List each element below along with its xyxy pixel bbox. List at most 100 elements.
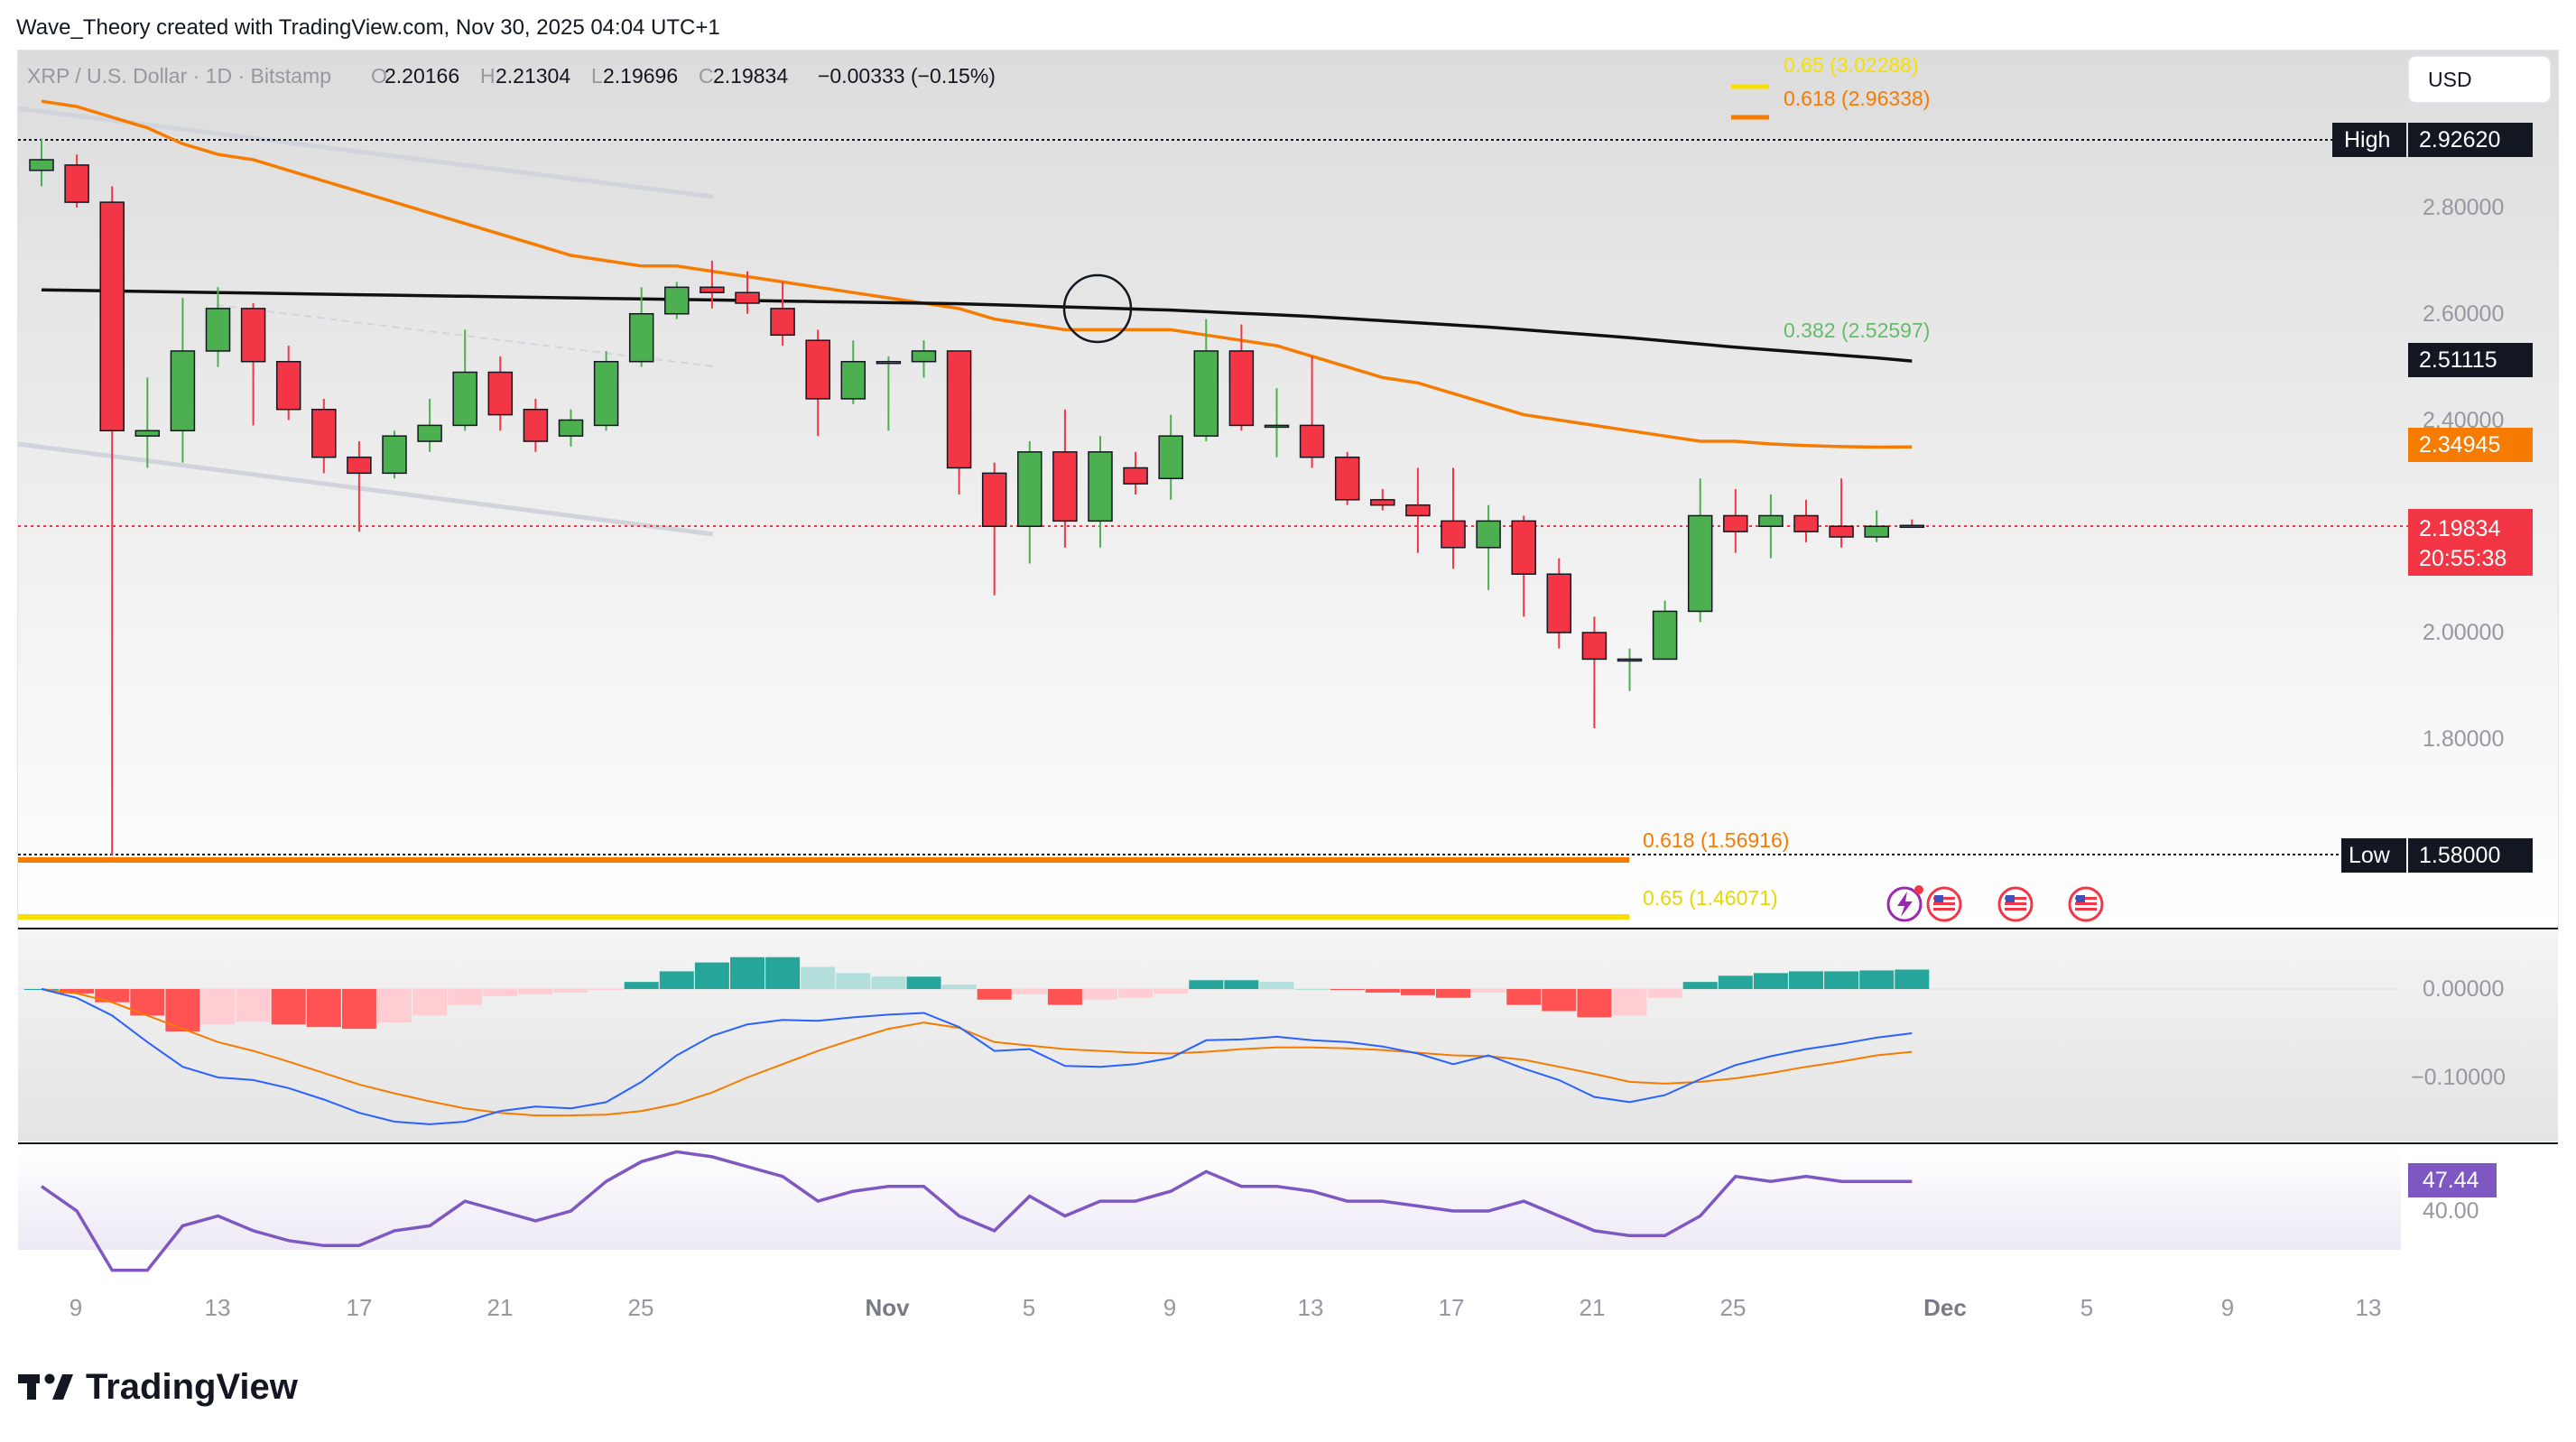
- candle-down[interactable]: [64, 154, 89, 208]
- candle-up[interactable]: [911, 340, 937, 378]
- candle-body: [1299, 424, 1325, 458]
- candle-down[interactable]: [1370, 489, 1395, 511]
- candle-up[interactable]: [29, 138, 54, 187]
- candle-up[interactable]: [1158, 414, 1183, 500]
- candle-down[interactable]: [1299, 356, 1325, 468]
- candle-down[interactable]: [770, 282, 795, 347]
- macd-histogram-bar: [1083, 989, 1117, 1000]
- ma200-line[interactable]: [41, 288, 1913, 363]
- candle-up[interactable]: [1088, 436, 1113, 548]
- candle-down[interactable]: [1334, 451, 1360, 505]
- candle-down[interactable]: [487, 356, 514, 431]
- event-icons[interactable]: [1886, 885, 2104, 922]
- candle-down[interactable]: [1441, 467, 1466, 569]
- us-flag-event-icon[interactable]: [1926, 886, 1962, 922]
- lightning-icon[interactable]: [1886, 886, 1923, 922]
- candle-body: [1723, 514, 1748, 532]
- candle-down[interactable]: [700, 260, 725, 309]
- candle-body: [1899, 524, 1925, 529]
- price-badge: 2.19834 20:55:38: [2408, 509, 2533, 576]
- price-badge-value: 2.19834: [2419, 516, 2500, 541]
- macd-histogram-bar: [801, 966, 836, 989]
- time-axis-bg: [18, 1281, 2558, 1331]
- time-axis-tick: 17: [1439, 1294, 1465, 1321]
- candle-down[interactable]: [1511, 515, 1536, 617]
- candle-down[interactable]: [275, 346, 301, 421]
- candle-down[interactable]: [311, 398, 337, 474]
- candle-down[interactable]: [981, 462, 1007, 596]
- candle-body: [1088, 451, 1113, 522]
- macd-signal-line[interactable]: [41, 988, 1913, 1117]
- currency-button-label[interactable]: USD: [2428, 68, 2472, 91]
- macd-histogram-bar: [906, 976, 941, 989]
- candle-up[interactable]: [1617, 648, 1643, 691]
- us-flag-event-icon[interactable]: [2068, 886, 2104, 922]
- macd-line[interactable]: [41, 988, 1913, 1125]
- macd-histogram-bar: [60, 989, 95, 994]
- candle-down[interactable]: [1546, 558, 1572, 649]
- candle-down[interactable]: [99, 186, 125, 856]
- macd-histogram-bar: [1224, 980, 1259, 989]
- candle-down[interactable]: [1405, 467, 1431, 553]
- macd-histogram-bar: [553, 989, 588, 993]
- annotation-circle[interactable]: [1062, 273, 1133, 344]
- macd-histogram-bar: [1330, 989, 1365, 990]
- candle-body: [205, 308, 231, 352]
- macd-histogram-bar: [730, 957, 764, 989]
- time-axis[interactable]: 9 13 17 21 25 Nov 5 9 13 17 21 25 Dec 5 9 13: [69, 1294, 2382, 1321]
- candle-down[interactable]: [1829, 478, 1854, 548]
- candle-down[interactable]: [1793, 499, 1819, 542]
- fib-mid-0382-label: 0.382 (2.52597): [1784, 319, 1930, 342]
- candle-down[interactable]: [1581, 616, 1608, 728]
- tradingview-logo-text: TradingView: [86, 1367, 299, 1407]
- currency-button[interactable]: USD: [2407, 55, 2552, 104]
- candle-body: [558, 419, 584, 437]
- candle-body: [1334, 456, 1360, 501]
- candle-up[interactable]: [1687, 478, 1713, 623]
- candle-up[interactable]: [593, 350, 619, 431]
- candle-down[interactable]: [946, 350, 972, 495]
- candle-down[interactable]: [240, 302, 266, 426]
- candle-down[interactable]: [1723, 489, 1748, 553]
- ma50-line[interactable]: [41, 99, 1913, 449]
- candle-up[interactable]: [382, 430, 407, 479]
- currency-button-bg[interactable]: [2407, 55, 2552, 104]
- candle-down[interactable]: [523, 398, 549, 452]
- candle-up[interactable]: [1652, 600, 1678, 661]
- rsi-line[interactable]: [40, 1150, 1913, 1272]
- candle-down[interactable]: [1228, 324, 1255, 431]
- candle-up[interactable]: [205, 287, 231, 367]
- candle-down[interactable]: [1052, 409, 1078, 548]
- candle-down[interactable]: [347, 441, 372, 532]
- us-flag-event-icon[interactable]: [1997, 886, 2034, 922]
- candle-up[interactable]: [1017, 441, 1042, 564]
- candle-down[interactable]: [1899, 519, 1925, 529]
- candle-up[interactable]: [1264, 388, 1290, 458]
- rsi-axis[interactable]: 40.00: [2423, 1198, 2479, 1224]
- candle-down[interactable]: [805, 329, 830, 437]
- macd-axis[interactable]: 0.00000 −0.10000: [2411, 976, 2506, 1090]
- low-value: 2.19696: [603, 64, 678, 88]
- candle-up[interactable]: [170, 298, 196, 463]
- macd-histogram-bar: [377, 989, 412, 1023]
- candle-down[interactable]: [735, 271, 760, 314]
- candle-up[interactable]: [840, 340, 866, 404]
- candle-up[interactable]: [452, 329, 477, 431]
- candle-up[interactable]: [417, 398, 442, 452]
- candle-down[interactable]: [1123, 451, 1148, 495]
- time-axis-tick: 9: [1163, 1294, 1176, 1321]
- candle-up[interactable]: [1864, 510, 1889, 542]
- candle-up[interactable]: [134, 377, 161, 468]
- candle-up[interactable]: [1758, 494, 1784, 559]
- time-axis-tick: Dec: [1923, 1294, 1967, 1321]
- candle-up[interactable]: [664, 282, 690, 319]
- candle-up[interactable]: [558, 409, 584, 447]
- candle-up[interactable]: [628, 287, 654, 367]
- macd-histogram-bar: [236, 989, 271, 1022]
- candle-up[interactable]: [1193, 319, 1219, 442]
- candle-up[interactable]: [1476, 504, 1501, 590]
- channel-lower-line[interactable]: [17, 441, 714, 537]
- tradingview-logo[interactable]: TradingView: [18, 1367, 299, 1407]
- candle-up[interactable]: [876, 356, 902, 431]
